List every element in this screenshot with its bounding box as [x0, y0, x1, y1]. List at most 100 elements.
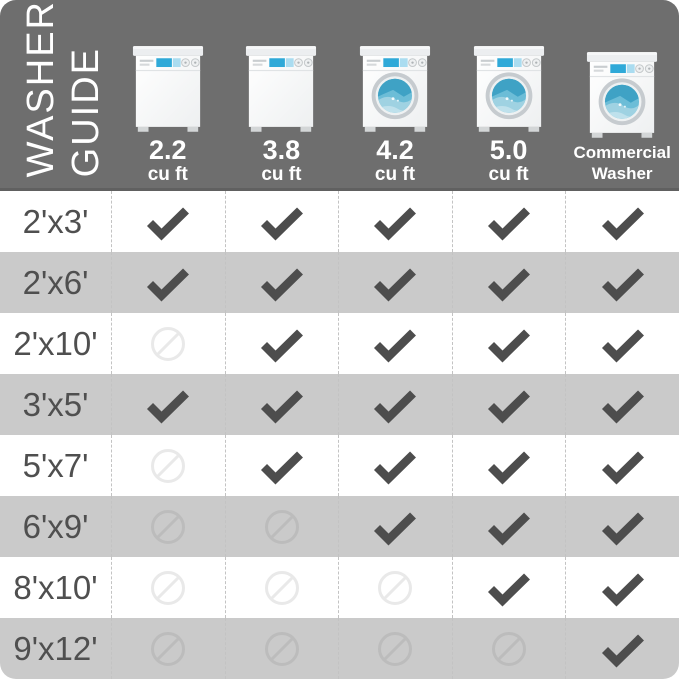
fit-cell: [111, 191, 225, 252]
fit-cell: [224, 618, 339, 679]
table-row: 8'x10': [0, 557, 679, 618]
rug-size-label: 9'x12': [13, 629, 98, 667]
fit-cell: [451, 252, 566, 313]
check-icon: [597, 324, 649, 364]
check-icon: [256, 202, 308, 242]
no-circle-icon: [146, 627, 190, 671]
table-row: 5'x7': [0, 435, 679, 496]
check-icon: [483, 446, 535, 486]
fit-cell: [111, 618, 225, 679]
size-table: 2'x3' 2'x6' 2'x10' 3'x5' 5'x7' 6'x9' 8'x10' 9'x…: [0, 191, 679, 679]
no-circle-icon: [146, 566, 190, 610]
no-circle-icon: [146, 444, 190, 488]
column-label-commercial: Commercial Washer: [574, 143, 671, 184]
check-icon: [369, 202, 421, 242]
fit-cell: [338, 374, 452, 435]
check-icon: [142, 263, 194, 303]
fit-cell: [338, 252, 452, 313]
fit-cell: [224, 496, 339, 557]
column-label-line1: 5.0: [489, 135, 528, 166]
fit-cell: [111, 374, 225, 435]
fit-cell: [111, 496, 225, 557]
fit-cell: [451, 557, 566, 618]
rug-size-label: 2'x10': [13, 324, 98, 362]
no-circle-icon: [260, 566, 304, 610]
check-icon: [369, 263, 421, 303]
check-icon: [256, 385, 308, 425]
check-icon: [483, 507, 535, 547]
no-circle-icon: [146, 505, 190, 549]
column-header-3-8: 3.8 cu ft: [225, 0, 339, 191]
fit-cell: [224, 252, 339, 313]
fit-cell: [451, 496, 566, 557]
fit-cell: [338, 496, 452, 557]
fit-cell: [451, 618, 566, 679]
check-icon: [483, 324, 535, 364]
check-icon: [142, 385, 194, 425]
front-load-washer-icon: [585, 43, 659, 141]
title-word-guide: GUIDE: [65, 46, 107, 177]
check-icon: [369, 385, 421, 425]
fit-cell: [565, 374, 679, 435]
fit-cell: [565, 435, 679, 496]
check-icon: [483, 385, 535, 425]
no-circle-icon: [373, 566, 417, 610]
no-circle-icon: [260, 505, 304, 549]
page-title: WASHER GUIDE: [0, 0, 111, 191]
rug-size-label: 8'x10': [13, 568, 98, 606]
check-icon: [256, 324, 308, 364]
column-header-2-2: 2.2 cu ft: [111, 0, 225, 191]
column-header-4-2: 4.2 cu ft: [338, 0, 452, 191]
front-load-washer-icon: [358, 37, 432, 135]
column-label-4-2: 4.2 cu ft: [375, 137, 415, 184]
check-icon: [256, 446, 308, 486]
rug-size-label: 2'x3': [22, 202, 89, 240]
check-icon: [256, 263, 308, 303]
check-icon: [142, 202, 194, 242]
fit-cell: [224, 313, 339, 374]
check-icon: [483, 263, 535, 303]
fit-cell: [224, 374, 339, 435]
header-columns: 2.2 cu ft 3.8 cu ft 4.2 cu ft 5.0 cu ft Commerci…: [111, 0, 679, 191]
fit-cell: [565, 618, 679, 679]
fit-cell: [338, 557, 452, 618]
fit-cell: [451, 313, 566, 374]
rug-size-label: 5'x7': [22, 446, 89, 484]
column-label-line1: 2.2: [149, 135, 187, 166]
table-row: 3'x5': [0, 374, 679, 435]
check-icon: [369, 446, 421, 486]
check-icon: [597, 385, 649, 425]
fit-cell: [111, 435, 225, 496]
fit-cell: [565, 252, 679, 313]
fit-cell: [565, 313, 679, 374]
top-load-washer-icon: [244, 37, 318, 135]
column-label-5-0: 5.0 cu ft: [489, 137, 529, 184]
column-header-commercial: Commercial Washer: [565, 0, 679, 191]
table-row: 2'x6': [0, 252, 679, 313]
fit-cell: [338, 618, 452, 679]
check-icon: [483, 568, 535, 608]
check-icon: [597, 446, 649, 486]
column-label-2-2: 2.2 cu ft: [148, 137, 188, 184]
table-row: 6'x9': [0, 496, 679, 557]
top-load-washer-icon: [131, 37, 205, 135]
header: WASHER GUIDE 2.2 cu ft 3.8 cu ft 4.2 cu ft 5.0…: [0, 0, 679, 191]
check-icon: [483, 202, 535, 242]
fit-cell: [338, 191, 452, 252]
fit-cell: [224, 557, 339, 618]
column-label-line2: cu ft: [261, 163, 302, 185]
rug-size-label: 6'x9': [22, 507, 89, 545]
check-icon: [597, 629, 649, 669]
fit-cell: [224, 191, 339, 252]
fit-cell: [451, 374, 566, 435]
check-icon: [369, 507, 421, 547]
column-label-line2: Washer: [591, 163, 653, 183]
fit-cell: [565, 557, 679, 618]
fit-cell: [451, 435, 566, 496]
column-label-line1: Commercial: [573, 143, 671, 163]
column-label-line1: 4.2: [376, 135, 414, 166]
rug-size-label: 3'x5': [22, 385, 89, 423]
no-circle-icon: [260, 627, 304, 671]
